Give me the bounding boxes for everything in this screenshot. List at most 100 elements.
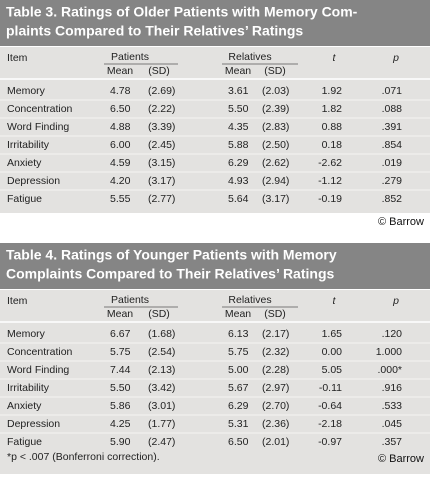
cell: (1.77) [148,418,175,430]
header-item: Item [7,295,28,307]
cell: 1.92 [322,85,343,97]
cell: .533 [382,400,403,412]
cell: 0.00 [322,346,343,358]
cell: 5.55 [110,193,131,205]
cell: 5.50 [110,382,131,394]
cell: 6.50 [110,103,131,115]
cell: 1.82 [322,103,343,115]
cell: .071 [382,85,403,97]
column-header: (SD) [264,65,286,77]
cell: 6.00 [110,139,131,151]
column-header: (SD) [264,308,286,320]
cell: (2.45) [148,139,175,151]
column-header: (SD) [148,65,170,77]
cell: 5.00 [228,364,249,376]
column-header: t [333,295,337,307]
cell: 5.50 [228,103,249,115]
row-label: Irritability [7,139,50,151]
table-title: Table 4. Ratings of Younger Patients wit… [6,247,337,263]
row-label: Concentration [7,346,73,358]
cell: 4.88 [110,121,131,133]
cell: 7.44 [110,364,131,376]
header-relatives: Relatives [228,294,271,306]
cell: .000* [377,364,402,376]
cell: 5.88 [228,139,249,151]
cell: 4.59 [110,157,131,169]
cell: (2.77) [148,193,175,205]
credit: © Barrow [378,216,424,228]
cell: (2.36) [262,418,289,430]
header-item: Item [7,52,28,64]
column-header: p [392,295,399,307]
cell: .391 [382,121,403,133]
cell: (2.22) [148,103,175,115]
header-patients: Patients [111,294,149,306]
cell: (2.01) [262,436,289,448]
cell: 4.25 [110,418,131,430]
cell: (3.01) [148,400,175,412]
cell: .916 [382,382,403,394]
row-label: Fatigue [7,436,42,448]
cell: -2.18 [318,418,342,430]
cell: 5.67 [228,382,249,394]
cell: 3.61 [228,85,249,97]
cell: (2.17) [262,328,289,340]
cell: -2.62 [318,157,342,169]
cell: (2.39) [262,103,289,115]
cell: 6.29 [228,157,249,169]
column-header: Mean [107,308,133,320]
cell: .045 [382,418,403,430]
row-label: Memory [7,85,46,97]
column-header: (SD) [148,308,170,320]
title-bar [0,243,430,289]
cell: 5.64 [228,193,249,205]
cell: -1.12 [318,175,342,187]
cell: 1.000 [376,346,402,358]
cell: .357 [382,436,403,448]
header-patients: Patients [111,51,149,63]
row-label: Depression [7,418,60,430]
row-label: Anxiety [7,157,42,169]
cell: (2.83) [262,121,289,133]
column-header: Mean [107,65,133,77]
cell: 5.90 [110,436,131,448]
cell: .852 [382,193,403,205]
cell: (3.17) [148,175,175,187]
column-header: Mean [225,65,251,77]
table-title: Table 3. Ratings of Older Patients with … [6,4,358,20]
cell: (2.94) [262,175,289,187]
cell: 5.05 [322,364,343,376]
cell: 6.29 [228,400,249,412]
table-body [0,47,430,213]
header-relatives: Relatives [228,51,271,63]
cell: .854 [382,139,403,151]
cell: (2.54) [148,346,175,358]
cell: 6.13 [228,328,249,340]
cell: .088 [382,103,403,115]
cell: (1.68) [148,328,175,340]
cell: -0.97 [318,436,342,448]
cell: (3.39) [148,121,175,133]
cell: 4.35 [228,121,249,133]
row-label: Concentration [7,103,73,115]
cell: (2.47) [148,436,175,448]
row-label: Anxiety [7,400,42,412]
cell: (2.62) [262,157,289,169]
cell: 4.20 [110,175,131,187]
cell: (3.42) [148,382,175,394]
cell: 0.88 [322,121,343,133]
title-bar [0,0,430,46]
row-label: Word Finding [7,121,69,133]
cell: -0.64 [318,400,342,412]
cell: (3.17) [262,193,289,205]
cell: 6.67 [110,328,131,340]
row-label: Fatigue [7,193,42,205]
cell: 1.65 [322,328,343,340]
column-header: p [392,52,399,64]
cell: (2.69) [148,85,175,97]
row-label: Irritability [7,382,50,394]
cell: 5.31 [228,418,249,430]
table-body [0,290,430,474]
